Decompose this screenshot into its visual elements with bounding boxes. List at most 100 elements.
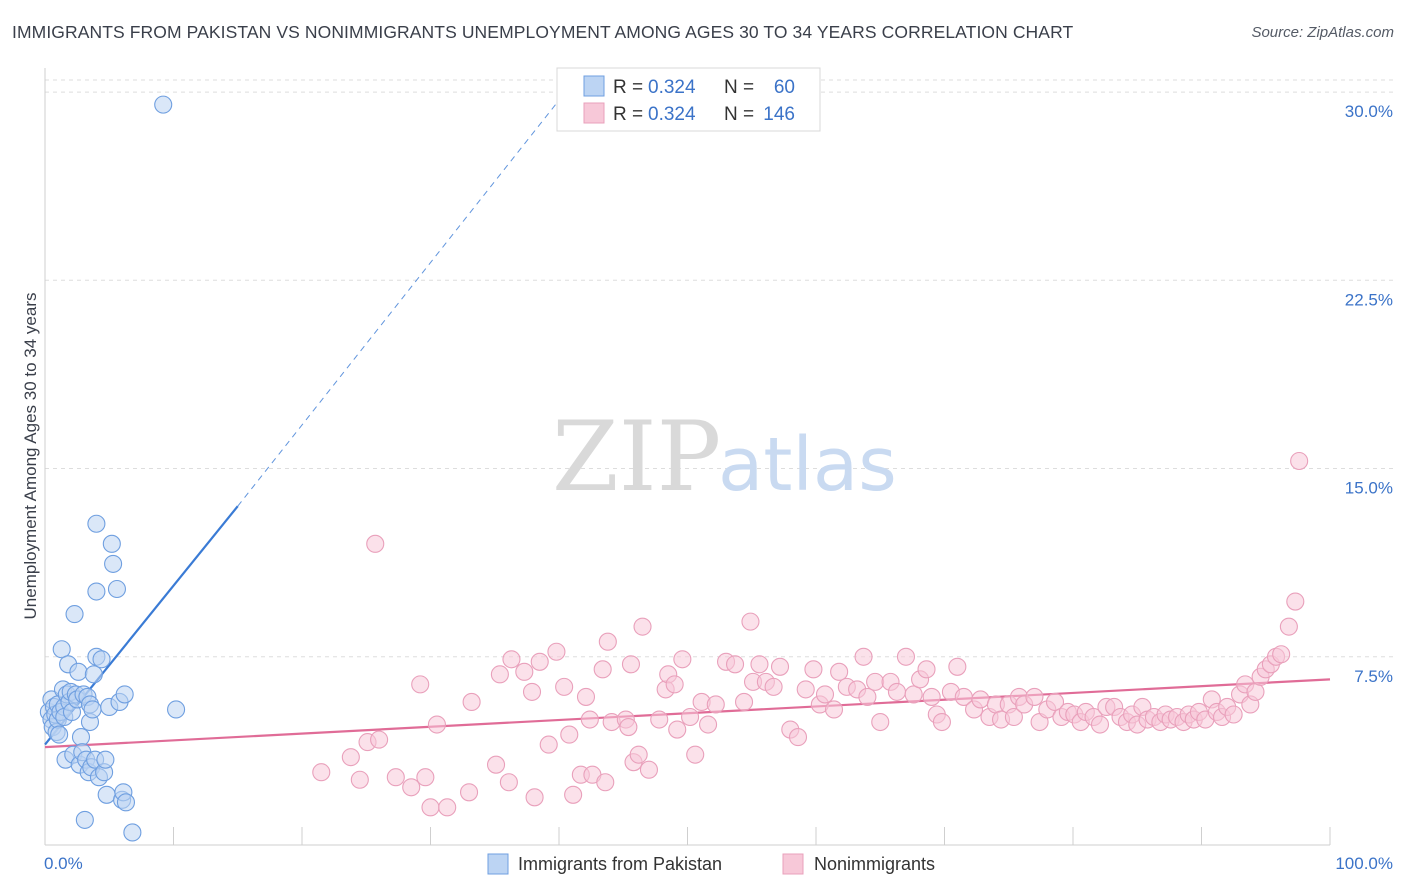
bottom-legend: Immigrants from Pakistan Nonimmigrants (487, 853, 935, 875)
point-nonimmigrant-66 (804, 660, 823, 679)
legend: R = 0.324 N = 60 R = 0.324 N = 146 (556, 67, 821, 132)
point-nonimmigrant-2 (350, 770, 369, 789)
legend-r-value-1: 0.324 (648, 77, 696, 98)
point-nonimmigrant-21 (525, 788, 544, 807)
point-nonimmigrant-140 (1272, 645, 1291, 664)
point-nonimmigrant-23 (539, 735, 558, 754)
legend-swatch-blue (583, 75, 605, 97)
point-pakistan-11 (52, 640, 71, 659)
point-nonimmigrant-65 (796, 680, 815, 699)
point-nonimmigrant-34 (598, 632, 617, 651)
point-nonimmigrant-41 (633, 617, 652, 636)
point-pakistan-30 (75, 810, 94, 829)
point-nonimmigrant-22 (530, 652, 549, 671)
point-pakistan-41 (87, 582, 106, 601)
point-pakistan-38 (84, 665, 103, 684)
point-pakistan-44 (92, 650, 111, 669)
point-nonimmigrant-0 (312, 763, 331, 782)
point-pakistan-49 (102, 534, 121, 553)
x-tick-label-left: 0.0% (44, 854, 83, 873)
point-nonimmigrant-108 (1090, 715, 1110, 734)
point-nonimmigrant-83 (922, 687, 941, 706)
point-nonimmigrant-142 (1286, 592, 1305, 611)
point-pakistan-27 (71, 728, 91, 747)
point-pakistan-51 (107, 579, 127, 599)
point-nonimmigrant-17 (499, 773, 518, 792)
point-pakistan-55 (115, 685, 134, 704)
legend-swatch-pink (583, 102, 605, 124)
point-nonimmigrant-143 (1290, 451, 1309, 471)
point-nonimmigrant-26 (560, 725, 579, 744)
y-axis-title: Unemployment Among Ages 30 to 34 years (21, 293, 40, 620)
y-tick-label-1: 15.0% (1345, 479, 1393, 498)
point-nonimmigrant-59 (750, 655, 769, 674)
point-nonimmigrant-20 (522, 682, 542, 701)
bottom-legend-label-2: Nonimmigrants (814, 854, 935, 874)
point-nonimmigrant-135 (1246, 682, 1265, 701)
point-pakistan-58 (154, 95, 173, 114)
point-nonimmigrant-1 (341, 748, 360, 767)
point-nonimmigrant-53 (706, 695, 725, 714)
point-pakistan-57 (123, 823, 142, 842)
point-nonimmigrant-69 (824, 700, 844, 719)
legend-n-label-1: N = (724, 77, 754, 98)
bottom-legend-swatch-blue (487, 853, 509, 875)
point-nonimmigrant-52 (699, 715, 718, 734)
point-nonimmigrant-73 (854, 647, 873, 666)
legend-n-label-2: N = (724, 104, 754, 125)
y-tick-labels: 7.5% 15.0% 22.5% 30.0% (1345, 102, 1393, 686)
point-nonimmigrant-4 (370, 730, 389, 749)
point-nonimmigrant-74 (858, 687, 877, 706)
watermark-atlas: atlas (718, 422, 897, 508)
point-nonimmigrant-50 (686, 745, 705, 764)
point-pakistan-59 (167, 700, 186, 719)
legend-r-label-1: R = (613, 77, 643, 98)
point-nonimmigrant-15 (486, 755, 506, 774)
point-nonimmigrant-14 (462, 692, 481, 711)
y-tick-label-0: 7.5% (1354, 667, 1393, 686)
bottom-legend-swatch-pink (782, 853, 804, 875)
point-nonimmigrant-87 (948, 657, 967, 676)
point-nonimmigrant-18 (502, 650, 521, 669)
point-nonimmigrant-25 (555, 677, 574, 696)
point-nonimmigrant-29 (576, 687, 596, 706)
point-nonimmigrant-42 (639, 760, 659, 779)
grid-layer (45, 79, 1393, 658)
point-pakistan-37 (83, 700, 102, 719)
trend-line-extension-pakistan (237, 91, 566, 507)
bottom-legend-label-1: Immigrants from Pakistan (518, 854, 722, 874)
point-nonimmigrant-10 (421, 798, 440, 817)
point-nonimmigrant-61 (764, 677, 783, 696)
point-nonimmigrant-49 (681, 707, 700, 727)
point-nonimmigrant-12 (438, 798, 457, 817)
point-nonimmigrant-56 (734, 692, 754, 711)
point-nonimmigrant-40 (629, 745, 648, 764)
point-pakistan-46 (96, 750, 115, 769)
point-nonimmigrant-80 (904, 685, 923, 704)
point-nonimmigrant-6 (386, 768, 405, 787)
point-nonimmigrant-141 (1279, 617, 1298, 636)
point-nonimmigrant-78 (887, 682, 907, 701)
point-nonimmigrant-46 (665, 675, 684, 694)
chart-title: IMMIGRANTS FROM PAKISTAN VS NONIMMIGRANT… (12, 22, 1074, 42)
point-nonimmigrant-90 (971, 690, 990, 709)
point-pakistan-22 (65, 605, 84, 624)
point-nonimmigrant-98 (1025, 687, 1044, 706)
point-nonimmigrant-24 (547, 642, 566, 661)
point-nonimmigrant-11 (427, 715, 446, 734)
point-nonimmigrant-43 (650, 710, 669, 729)
point-nonimmigrant-8 (411, 675, 430, 694)
point-nonimmigrant-37 (619, 717, 638, 737)
point-nonimmigrant-47 (668, 720, 687, 739)
point-nonimmigrant-55 (725, 655, 745, 674)
point-pakistan-56 (116, 793, 136, 812)
point-nonimmigrant-64 (788, 728, 808, 747)
x-tick-label-right: 100.0% (1335, 854, 1393, 873)
point-nonimmigrant-33 (596, 773, 615, 792)
chart-source: Source: ZipAtlas.com (1251, 24, 1394, 41)
point-nonimmigrant-48 (673, 650, 692, 669)
legend-n-value-2: 146 (763, 104, 795, 125)
y-tick-label-3: 30.0% (1345, 102, 1393, 121)
point-nonimmigrant-76 (871, 712, 890, 732)
